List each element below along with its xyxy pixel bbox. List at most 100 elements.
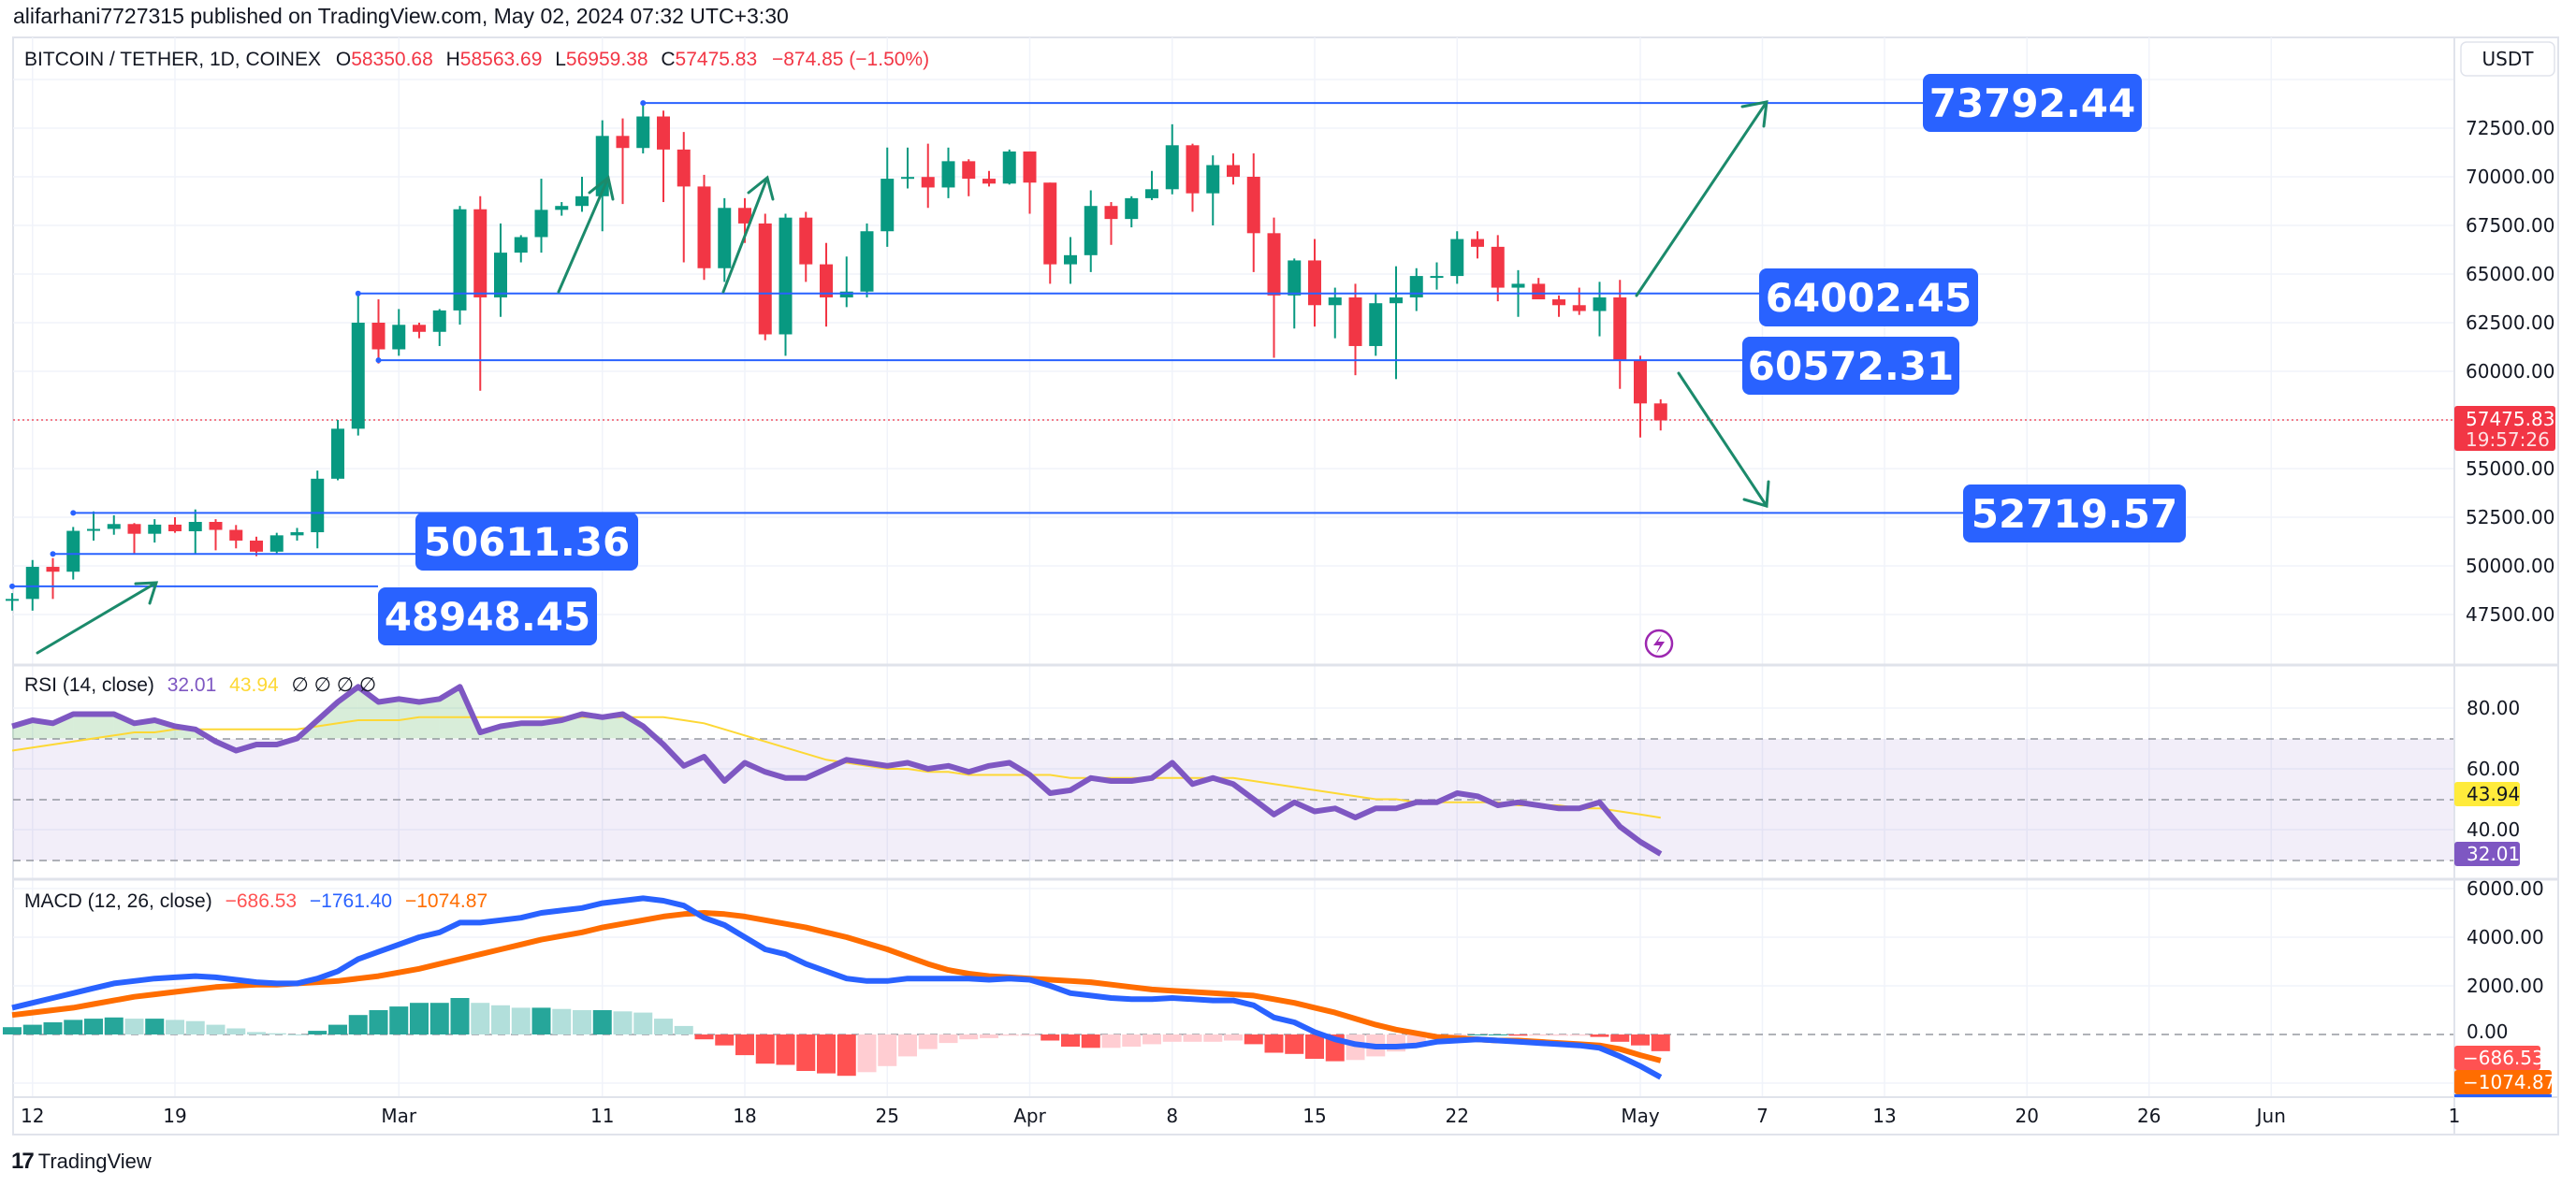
candle-body <box>901 177 914 180</box>
level-label-box[interactable] <box>1759 268 1978 326</box>
symbol-title[interactable]: BITCOIN / TETHER, 1D, COINEX <box>24 49 321 70</box>
macd-histogram-bar <box>715 1034 735 1046</box>
level-anchor-point[interactable] <box>375 357 382 364</box>
rsi-axis[interactable]: 80.00 60.00 40.00 <box>2467 697 2520 841</box>
candle-body <box>982 179 996 184</box>
trend-arrows[interactable] <box>36 100 1770 655</box>
level-label-box[interactable] <box>415 513 638 571</box>
macd-histogram-bar <box>999 1034 1019 1036</box>
macd-histogram-bar <box>1590 1034 1609 1037</box>
level-anchor-point[interactable] <box>640 100 647 107</box>
candle-body <box>1186 145 1200 194</box>
level-anchor-point[interactable] <box>9 583 15 589</box>
candle-body <box>839 291 853 297</box>
price-axis-label: 55000.00 <box>2466 457 2554 480</box>
macd-histogram-bar <box>429 1003 449 1034</box>
arrow-up-icon[interactable] <box>721 175 775 294</box>
macd-histogram-bar <box>1061 1034 1080 1047</box>
level-label-box[interactable] <box>378 587 597 645</box>
arrow-up-icon[interactable] <box>1635 100 1768 297</box>
macd-histogram-bar <box>328 1024 347 1034</box>
macd-histogram-bar <box>308 1031 327 1034</box>
rsi-legend[interactable]: RSI (14, close) 32.01 43.94 ∅ ∅ ∅ ∅ <box>24 674 376 696</box>
candle-body <box>107 524 121 529</box>
level-label-box[interactable] <box>1963 485 2186 542</box>
price-axis-label: 67500.00 <box>2466 214 2554 237</box>
close-value: 57475.83 <box>676 49 758 70</box>
macd-histogram-bar <box>1631 1034 1650 1046</box>
candle-body <box>1552 299 1565 306</box>
macd-histogram-bar <box>1041 1034 1060 1041</box>
time-axis-label: 15 <box>1303 1105 1326 1127</box>
macd-histogram-bar <box>837 1034 856 1077</box>
macd-histogram-bar <box>1101 1034 1121 1049</box>
candle-body <box>1165 145 1179 190</box>
macd-histogram-bar <box>206 1024 226 1034</box>
level-anchor-point[interactable] <box>50 551 56 557</box>
publisher-caption: alifarhani7727315 published on TradingVi… <box>13 4 789 28</box>
macd-histogram-bar <box>817 1034 836 1074</box>
price-axis-label: 47500.00 <box>2466 603 2554 626</box>
macd-histogram-bar <box>1610 1034 1630 1042</box>
candle-body <box>1125 197 1139 220</box>
arrow-down-icon[interactable] <box>1677 371 1770 508</box>
rsi-fill-segment <box>73 714 94 739</box>
time-axis-label: Jun <box>2255 1105 2286 1127</box>
high-label: H <box>446 49 460 70</box>
price-axis[interactable]: 72500.00 70000.00 67500.00 65000.00 62500.00… <box>2466 117 2554 626</box>
macd-histogram-bar <box>898 1034 917 1057</box>
macd-histogram-bar <box>491 1005 510 1034</box>
tradingview-logo-icon: 17 <box>11 1149 35 1174</box>
level-label: 64002.45 <box>1766 275 1972 321</box>
candle-body <box>6 599 19 601</box>
macd-histogram-bar <box>878 1034 897 1066</box>
rsi-fill-segment <box>520 723 542 739</box>
macd-histogram-bar <box>633 1012 653 1034</box>
candles <box>6 103 1667 611</box>
level-label: 52719.57 <box>1972 491 2178 537</box>
candle-body <box>229 529 243 541</box>
rsi-axis-label: 40.00 <box>2467 818 2520 841</box>
level-label-box[interactable] <box>1923 74 2142 132</box>
level-label: 73792.44 <box>1929 80 2136 126</box>
level-label: 50611.36 <box>424 519 631 565</box>
macd-histogram-bar <box>410 1003 429 1034</box>
level-anchor-point[interactable] <box>70 510 77 516</box>
arrow-up-icon[interactable] <box>557 175 615 294</box>
candle-body <box>1145 189 1158 198</box>
level-label: 48948.45 <box>385 594 591 640</box>
level-label-box[interactable] <box>1742 337 1959 395</box>
macd-axis[interactable]: 6000.00 4000.00 2000.00 0.00 <box>2467 877 2544 1043</box>
candle-body <box>473 209 488 297</box>
horizontal-levels[interactable]: 73792.44 64002.45 60572.31 52719.57 50611.36… <box>9 74 2186 645</box>
rsi-axis-label: 60.00 <box>2467 758 2520 780</box>
level-anchor-point[interactable] <box>355 290 361 296</box>
candle-body <box>799 217 813 265</box>
arrow-up-icon[interactable] <box>36 581 159 655</box>
time-axis[interactable]: 12 19 Mar 11 18 25 Apr 8 15 22 May 7 13 20 26 Jun 1 <box>21 1105 2460 1127</box>
alert-icon[interactable] <box>1644 629 1674 658</box>
macd-histogram-bar <box>857 1034 877 1073</box>
macd-histogram-bar <box>64 1020 83 1034</box>
candle-body <box>87 528 100 531</box>
candle-body <box>25 567 39 600</box>
macd-histogram-bar <box>1142 1034 1161 1045</box>
rsi-overbought-fill <box>12 687 663 739</box>
currency-button[interactable]: USDT <box>2460 41 2555 77</box>
macd-histogram-bar <box>654 1019 673 1034</box>
candle-body <box>351 323 365 429</box>
macd-histogram-bar <box>1020 1034 1040 1036</box>
rsi-extra-values: ∅ ∅ ∅ ∅ <box>292 674 377 696</box>
rsi-ma-badge: 43.94 <box>2454 782 2520 806</box>
rsi-fill-segment <box>317 701 338 739</box>
candle-body <box>392 325 406 350</box>
candle-body <box>494 253 507 297</box>
macd-signal-value: −1074.87 <box>405 890 488 912</box>
candle-body <box>1450 239 1464 277</box>
macd-histogram-bar <box>531 1007 551 1034</box>
footer-logo[interactable]: 17 TradingView <box>11 1149 152 1175</box>
macd-histogram-bar <box>939 1034 958 1044</box>
macd-legend[interactable]: MACD (12, 26, close) −686.53 −1761.40 −1… <box>24 890 488 912</box>
candle-body <box>820 264 833 297</box>
